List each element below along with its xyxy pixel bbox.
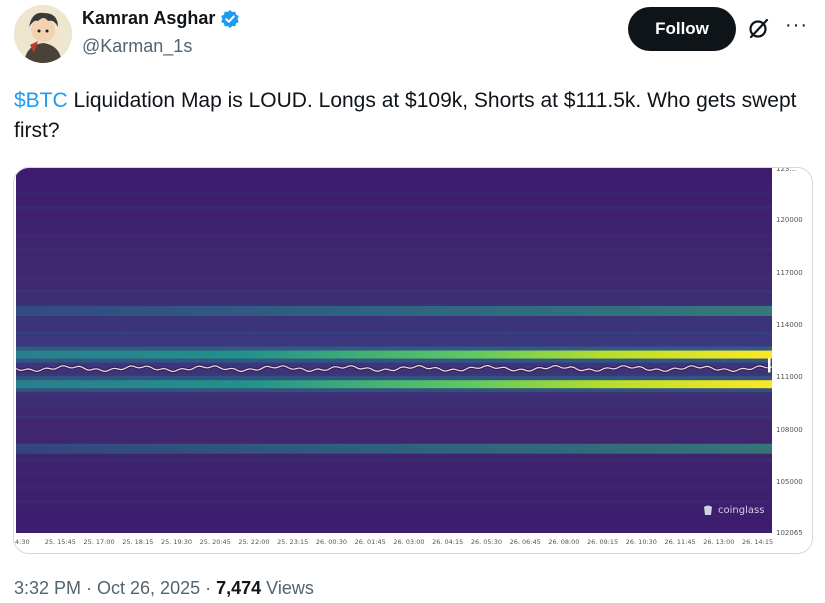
grok-icon[interactable] <box>748 17 770 39</box>
heatmap-striation <box>16 458 772 461</box>
x-tick-label: 26. 06:45 <box>509 538 541 546</box>
cashtag-link[interactable]: $BTC <box>14 89 68 112</box>
y-axis: 123... 120000 117000 114000 111000 108000 1050… <box>772 168 812 553</box>
heatmap-striation <box>16 514 772 517</box>
x-tick-label: 25. 23:15 <box>277 538 309 546</box>
heatmap-striation <box>16 234 772 237</box>
heatmap-striation <box>16 430 772 433</box>
x-tick-label: 25. 15:45 <box>44 538 76 546</box>
heatmap-striation <box>16 402 772 405</box>
y-tick-label: 117000 <box>776 268 803 277</box>
y-tick-label: 120000 <box>776 216 803 225</box>
verified-badge-icon <box>221 9 240 28</box>
x-tick-label: 26. 09:15 <box>587 538 619 546</box>
x-tick-label: 25. 18:15 <box>122 538 154 546</box>
liquidation-heatmap <box>16 168 772 533</box>
x-tick-label: 25. 19:30 <box>160 538 193 546</box>
watermark-label: coinglass <box>718 504 765 516</box>
x-tick-label: 25. 22:00 <box>238 538 270 546</box>
heatmap-striation <box>16 206 772 209</box>
heatmap-striation <box>16 388 772 391</box>
heatmap-striation <box>16 276 772 279</box>
views-label: Views <box>261 578 314 598</box>
x-axis: 4:30 25. 15:45 25. 17:00 25. 18:15 25. 19:30… <box>14 533 774 553</box>
y-tick-label: 105000 <box>776 477 803 486</box>
x-tick-label: 26. 01:45 <box>354 538 386 546</box>
liquidity-band <box>16 443 772 454</box>
x-tick-label: 26. 11:45 <box>664 538 696 546</box>
heatmap-striation <box>16 220 772 223</box>
heatmap-striation <box>16 318 772 321</box>
x-tick-label: 26. 13:00 <box>703 538 735 546</box>
heatmap-striation <box>16 178 772 181</box>
heatmap-striation <box>16 290 772 293</box>
liquidity-band <box>16 305 772 316</box>
tweet-body: Liquidation Map is LOUD. Longs at $109k,… <box>14 89 797 142</box>
liquidity-band <box>16 350 772 359</box>
x-tick-label: 25. 17:00 <box>83 538 115 546</box>
tweet-text: $BTC Liquidation Map is LOUD. Longs at $… <box>14 86 804 146</box>
tweet-footer: 3:32 PM · Oct 26, 2025 · 7,474 Views <box>14 578 314 599</box>
avatar-illustration <box>14 5 72 63</box>
y-tick-label: 114000 <box>776 320 803 329</box>
price-line <box>16 364 772 373</box>
heatmap-striation <box>16 416 772 419</box>
heatmap-striation <box>16 248 772 251</box>
heatmap-striation <box>16 304 772 307</box>
heatmap-striation <box>16 192 772 195</box>
heatmap-striation <box>16 374 772 377</box>
coinglass-watermark: coinglass <box>702 504 764 516</box>
liquidity-band <box>16 380 772 389</box>
author-name-row[interactable]: Kamran Asghar <box>82 8 240 29</box>
x-tick-label: 26. 08:00 <box>548 538 580 546</box>
heatmap-striation <box>16 360 772 363</box>
follow-button[interactable]: Follow <box>628 7 736 51</box>
x-tick-label: 26. 14:15 <box>742 538 774 546</box>
heatmap-striation <box>16 486 772 489</box>
avatar[interactable] <box>14 5 72 63</box>
author-handle[interactable]: @Karman_1s <box>82 36 193 56</box>
heatmap-striation <box>16 262 772 265</box>
y-tick-label: 123... <box>776 167 797 173</box>
display-name[interactable]: Kamran Asghar <box>82 8 216 28</box>
heatmap-striation <box>16 500 772 503</box>
heatmap-striation <box>16 346 772 349</box>
timestamp[interactable]: 3:32 PM · Oct 26, 2025 · <box>14 578 217 598</box>
more-icon[interactable]: ··· <box>785 14 808 36</box>
media-image[interactable]: coinglass 123... 120000 117000 114000 111000… <box>13 167 813 554</box>
x-tick-label: 26. 05:30 <box>470 538 502 546</box>
heatmap-striation <box>16 472 772 475</box>
y-tick-label: 108000 <box>776 425 803 434</box>
views-count: 7,474 <box>216 578 262 598</box>
x-tick-label: 26. 00:30 <box>315 538 348 546</box>
y-tick-label: 111000 <box>776 373 803 382</box>
heatmap-striation <box>16 332 772 335</box>
x-tick-label: 26. 03:00 <box>393 538 425 546</box>
coinglass-logo-icon <box>704 505 712 515</box>
heatmap-striation <box>16 528 772 531</box>
y-tick-label: 102065 <box>776 529 803 537</box>
x-tick-label: 25. 20:45 <box>199 538 231 546</box>
x-tick-label: 4:30 <box>15 538 30 546</box>
x-tick-label: 26. 10:30 <box>625 538 657 546</box>
price-last-candle <box>768 358 771 373</box>
x-tick-label: 26. 04:15 <box>432 538 464 546</box>
heatmap-background <box>16 168 772 533</box>
